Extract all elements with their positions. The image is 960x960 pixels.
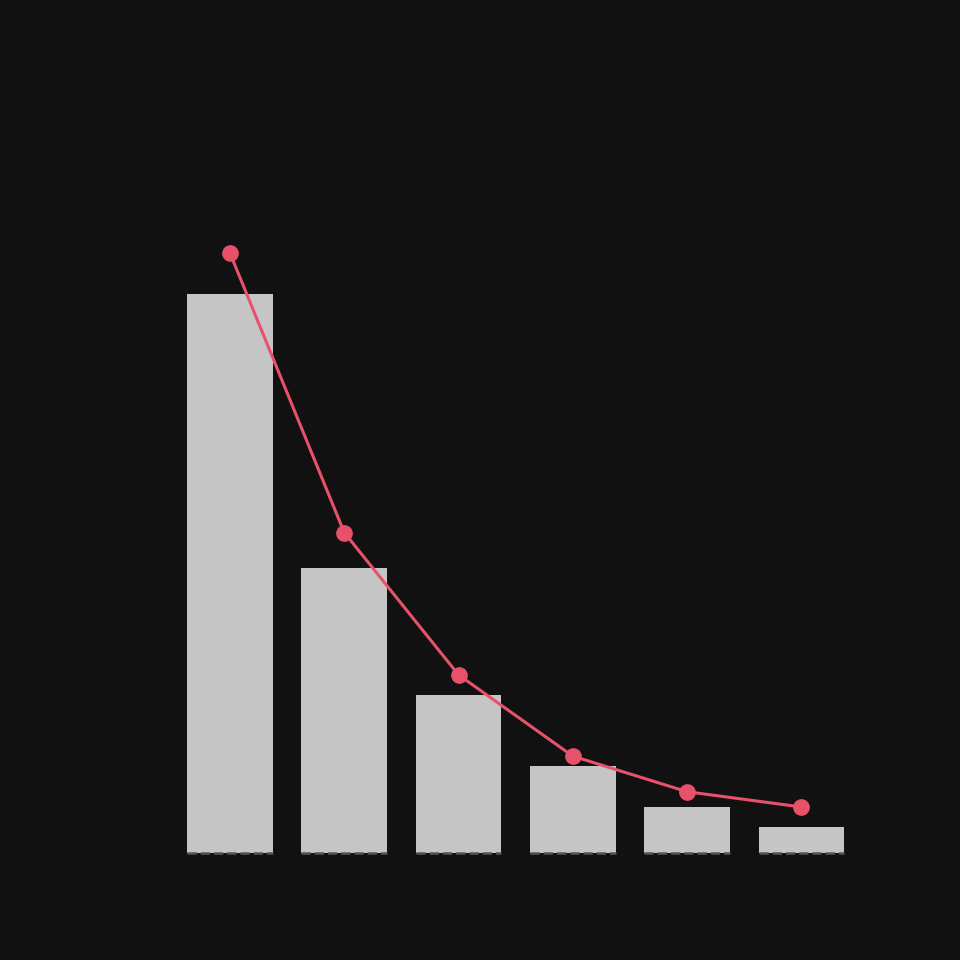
Bar — [187, 294, 273, 852]
Bar — [301, 568, 387, 852]
Bar — [644, 807, 730, 852]
Bar — [530, 766, 615, 852]
Bar — [416, 695, 501, 852]
Bar — [758, 828, 844, 852]
